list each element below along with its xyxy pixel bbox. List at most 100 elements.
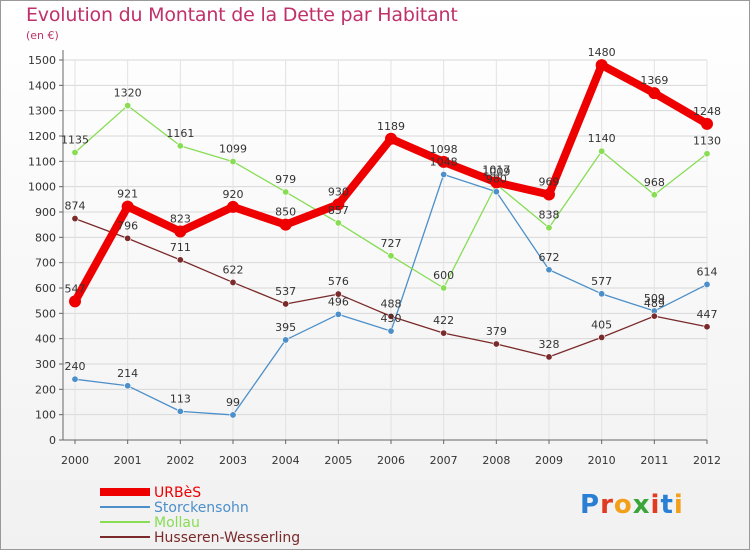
data-label: 1161 bbox=[166, 127, 194, 140]
y-tick-label: 1400 bbox=[28, 79, 56, 92]
data-label: 379 bbox=[486, 325, 507, 338]
logo-letter: r bbox=[600, 490, 614, 520]
data-label: 1098 bbox=[430, 143, 458, 156]
data-point bbox=[440, 284, 448, 292]
data-point bbox=[332, 198, 345, 211]
chart-subtitle: (en €) bbox=[26, 29, 59, 42]
data-point bbox=[437, 155, 450, 168]
proxiti-logo: Proxiti bbox=[580, 490, 684, 520]
data-point bbox=[124, 382, 132, 390]
legend-entry: Storckensohn bbox=[154, 500, 249, 516]
data-label: 1130 bbox=[693, 135, 721, 148]
data-label: 99 bbox=[226, 396, 240, 409]
data-point bbox=[545, 353, 553, 361]
data-label: 395 bbox=[275, 321, 296, 334]
x-tick-label: 2007 bbox=[430, 454, 458, 467]
data-label: 547 bbox=[65, 282, 86, 295]
data-point bbox=[282, 300, 290, 308]
data-label: 1017 bbox=[482, 163, 510, 176]
data-labels: 240 214 113 99 395 496 430 1048 980 672 577 509 614 1… bbox=[61, 46, 721, 409]
data-point bbox=[387, 327, 395, 335]
data-point bbox=[543, 188, 555, 201]
x-tick-label: 2008 bbox=[482, 454, 510, 467]
data-label: 328 bbox=[539, 338, 560, 351]
y-tick-label: 300 bbox=[35, 358, 56, 371]
data-point bbox=[703, 280, 711, 288]
data-point bbox=[334, 290, 342, 298]
x-tick-label: 2005 bbox=[324, 454, 352, 467]
data-label: 496 bbox=[328, 295, 349, 308]
data-point bbox=[227, 200, 239, 213]
data-label: 509 bbox=[644, 292, 665, 305]
logo-letter: i bbox=[673, 490, 684, 520]
x-tick-label: 2001 bbox=[114, 454, 142, 467]
logo-letter: P bbox=[580, 490, 601, 520]
data-point bbox=[595, 59, 608, 72]
y-tick-label: 0 bbox=[49, 434, 56, 447]
x-tick-label: 2009 bbox=[535, 454, 563, 467]
data-label: 796 bbox=[117, 219, 138, 232]
data-point bbox=[545, 224, 553, 232]
data-point bbox=[492, 188, 500, 196]
y-tick-label: 1500 bbox=[28, 54, 56, 67]
logo-letter: t bbox=[660, 490, 674, 520]
x-tick-label: 2002 bbox=[166, 454, 194, 467]
y-tick-label: 900 bbox=[35, 206, 56, 219]
data-label: 920 bbox=[223, 188, 244, 201]
x-tick-label: 2011 bbox=[640, 454, 668, 467]
y-tick-label: 400 bbox=[35, 333, 56, 346]
data-point bbox=[598, 333, 606, 341]
data-label: 405 bbox=[591, 318, 612, 331]
data-label: 240 bbox=[65, 360, 86, 373]
data-label: 823 bbox=[170, 213, 191, 226]
data-point bbox=[440, 171, 448, 179]
data-label: 1048 bbox=[430, 156, 458, 169]
data-point bbox=[703, 150, 711, 158]
x-tick-label: 2012 bbox=[693, 454, 721, 467]
y-tick-label: 700 bbox=[35, 257, 56, 270]
data-point bbox=[701, 117, 713, 130]
data-point bbox=[282, 336, 290, 344]
y-tick-label: 1100 bbox=[28, 155, 56, 168]
data-point bbox=[229, 278, 237, 286]
x-tick-label: 2000 bbox=[61, 454, 89, 467]
logo-letter: o bbox=[613, 490, 633, 520]
data-point bbox=[334, 310, 342, 318]
y-tick-label: 200 bbox=[35, 383, 56, 396]
grid-lines bbox=[63, 59, 708, 441]
data-point bbox=[176, 142, 184, 150]
data-point bbox=[176, 407, 184, 415]
data-point bbox=[598, 290, 606, 298]
logo-letter: i bbox=[650, 490, 661, 520]
data-label: 1248 bbox=[693, 105, 721, 118]
data-label: 577 bbox=[591, 275, 612, 288]
data-point bbox=[440, 329, 448, 337]
data-label: 214 bbox=[117, 367, 138, 380]
data-point bbox=[69, 295, 81, 308]
data-label: 1320 bbox=[114, 87, 142, 100]
data-label: 113 bbox=[170, 392, 191, 405]
data-point bbox=[492, 340, 500, 348]
data-label: 1189 bbox=[377, 120, 405, 133]
data-point bbox=[71, 375, 79, 383]
legend-entry: Husseren-Wesserling bbox=[154, 530, 300, 546]
legend: URBèSStorckensohnMollauHusseren-Wesserli… bbox=[100, 485, 300, 546]
y-tick-label: 1300 bbox=[28, 105, 56, 118]
data-label: 1369 bbox=[640, 74, 668, 87]
data-point bbox=[121, 200, 134, 213]
data-label: 921 bbox=[117, 188, 138, 201]
data-label: 874 bbox=[65, 200, 86, 213]
data-point bbox=[387, 312, 395, 320]
data-label: 1135 bbox=[61, 133, 89, 146]
data-points bbox=[69, 59, 713, 419]
x-tick-label: 2004 bbox=[272, 454, 300, 467]
x-tick-label: 2003 bbox=[219, 454, 247, 467]
chart-title: Evolution du Montant de la Dette par Hab… bbox=[26, 4, 458, 26]
data-point bbox=[124, 234, 132, 242]
logo-letter: x bbox=[632, 490, 651, 520]
data-point bbox=[387, 252, 395, 260]
data-label: 838 bbox=[539, 209, 560, 222]
y-tick-label: 800 bbox=[35, 231, 56, 244]
data-label: 576 bbox=[328, 275, 349, 288]
y-tick-label: 600 bbox=[35, 282, 56, 295]
